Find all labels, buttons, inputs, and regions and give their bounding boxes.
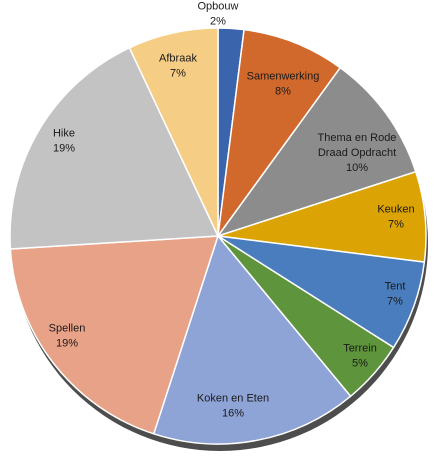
data-label-line: 5% bbox=[352, 357, 368, 369]
data-label-line: 10% bbox=[346, 162, 368, 174]
data-label-line: Samenwerking bbox=[247, 70, 320, 82]
data-label-line: 7% bbox=[387, 295, 403, 307]
data-label-line: 19% bbox=[53, 142, 75, 154]
pie-slices bbox=[9, 27, 427, 445]
data-label-line: Tent bbox=[385, 280, 406, 292]
data-label-line: Keuken bbox=[377, 203, 414, 215]
data-label-line: Afbraak bbox=[159, 52, 197, 64]
pie-labels: Opbouw 2% Samenwerking 8% Thema en Rode Draad… bbox=[49, 0, 415, 419]
pie-slice-thema-en-rode-draad-opdracht bbox=[217, 66, 417, 237]
data-label-tent: Tent 7% bbox=[385, 280, 406, 307]
data-label-terrein: Terrein 5% bbox=[343, 342, 377, 369]
data-label-line: Koken en Eten bbox=[197, 392, 269, 404]
data-label-thema-en-rode-draad-opdracht: Thema en Rode Draad Opdracht 10% bbox=[318, 132, 397, 174]
pie-slice-spellen bbox=[9, 235, 219, 435]
data-label-line: Terrein bbox=[343, 342, 377, 354]
pie-slice-koken-en-eten bbox=[152, 235, 352, 445]
data-label-line: 19% bbox=[56, 337, 78, 349]
pie-slice-hike bbox=[9, 47, 219, 250]
data-label-line: 2% bbox=[210, 15, 226, 27]
data-label-opbouw: Opbouw 2% bbox=[198, 0, 239, 27]
data-label-line: Thema en Rode bbox=[318, 132, 397, 144]
data-label-line: Hike bbox=[53, 127, 75, 139]
data-label-afbraak: Afbraak 7% bbox=[159, 52, 197, 79]
pie-slice-samenwerking bbox=[217, 28, 342, 237]
data-label-line: 16% bbox=[222, 407, 244, 419]
data-label-line: Draad Opdracht bbox=[318, 147, 396, 159]
data-label-line: Opbouw bbox=[198, 0, 239, 12]
data-label-hike: Hike 19% bbox=[53, 127, 75, 154]
pie-slice-afbraak bbox=[128, 27, 219, 237]
data-label-line: Spellen bbox=[49, 322, 86, 334]
data-label-keuken: Keuken 7% bbox=[377, 203, 414, 230]
data-label-spellen: Spellen 19% bbox=[49, 322, 86, 349]
data-label-samenwerking: Samenwerking 8% bbox=[247, 70, 320, 97]
data-label-line: 7% bbox=[170, 67, 186, 79]
data-label-line: 8% bbox=[275, 85, 291, 97]
data-label-line: 7% bbox=[388, 218, 404, 230]
data-label-koken-en-eten: Koken en Eten 16% bbox=[197, 392, 269, 419]
